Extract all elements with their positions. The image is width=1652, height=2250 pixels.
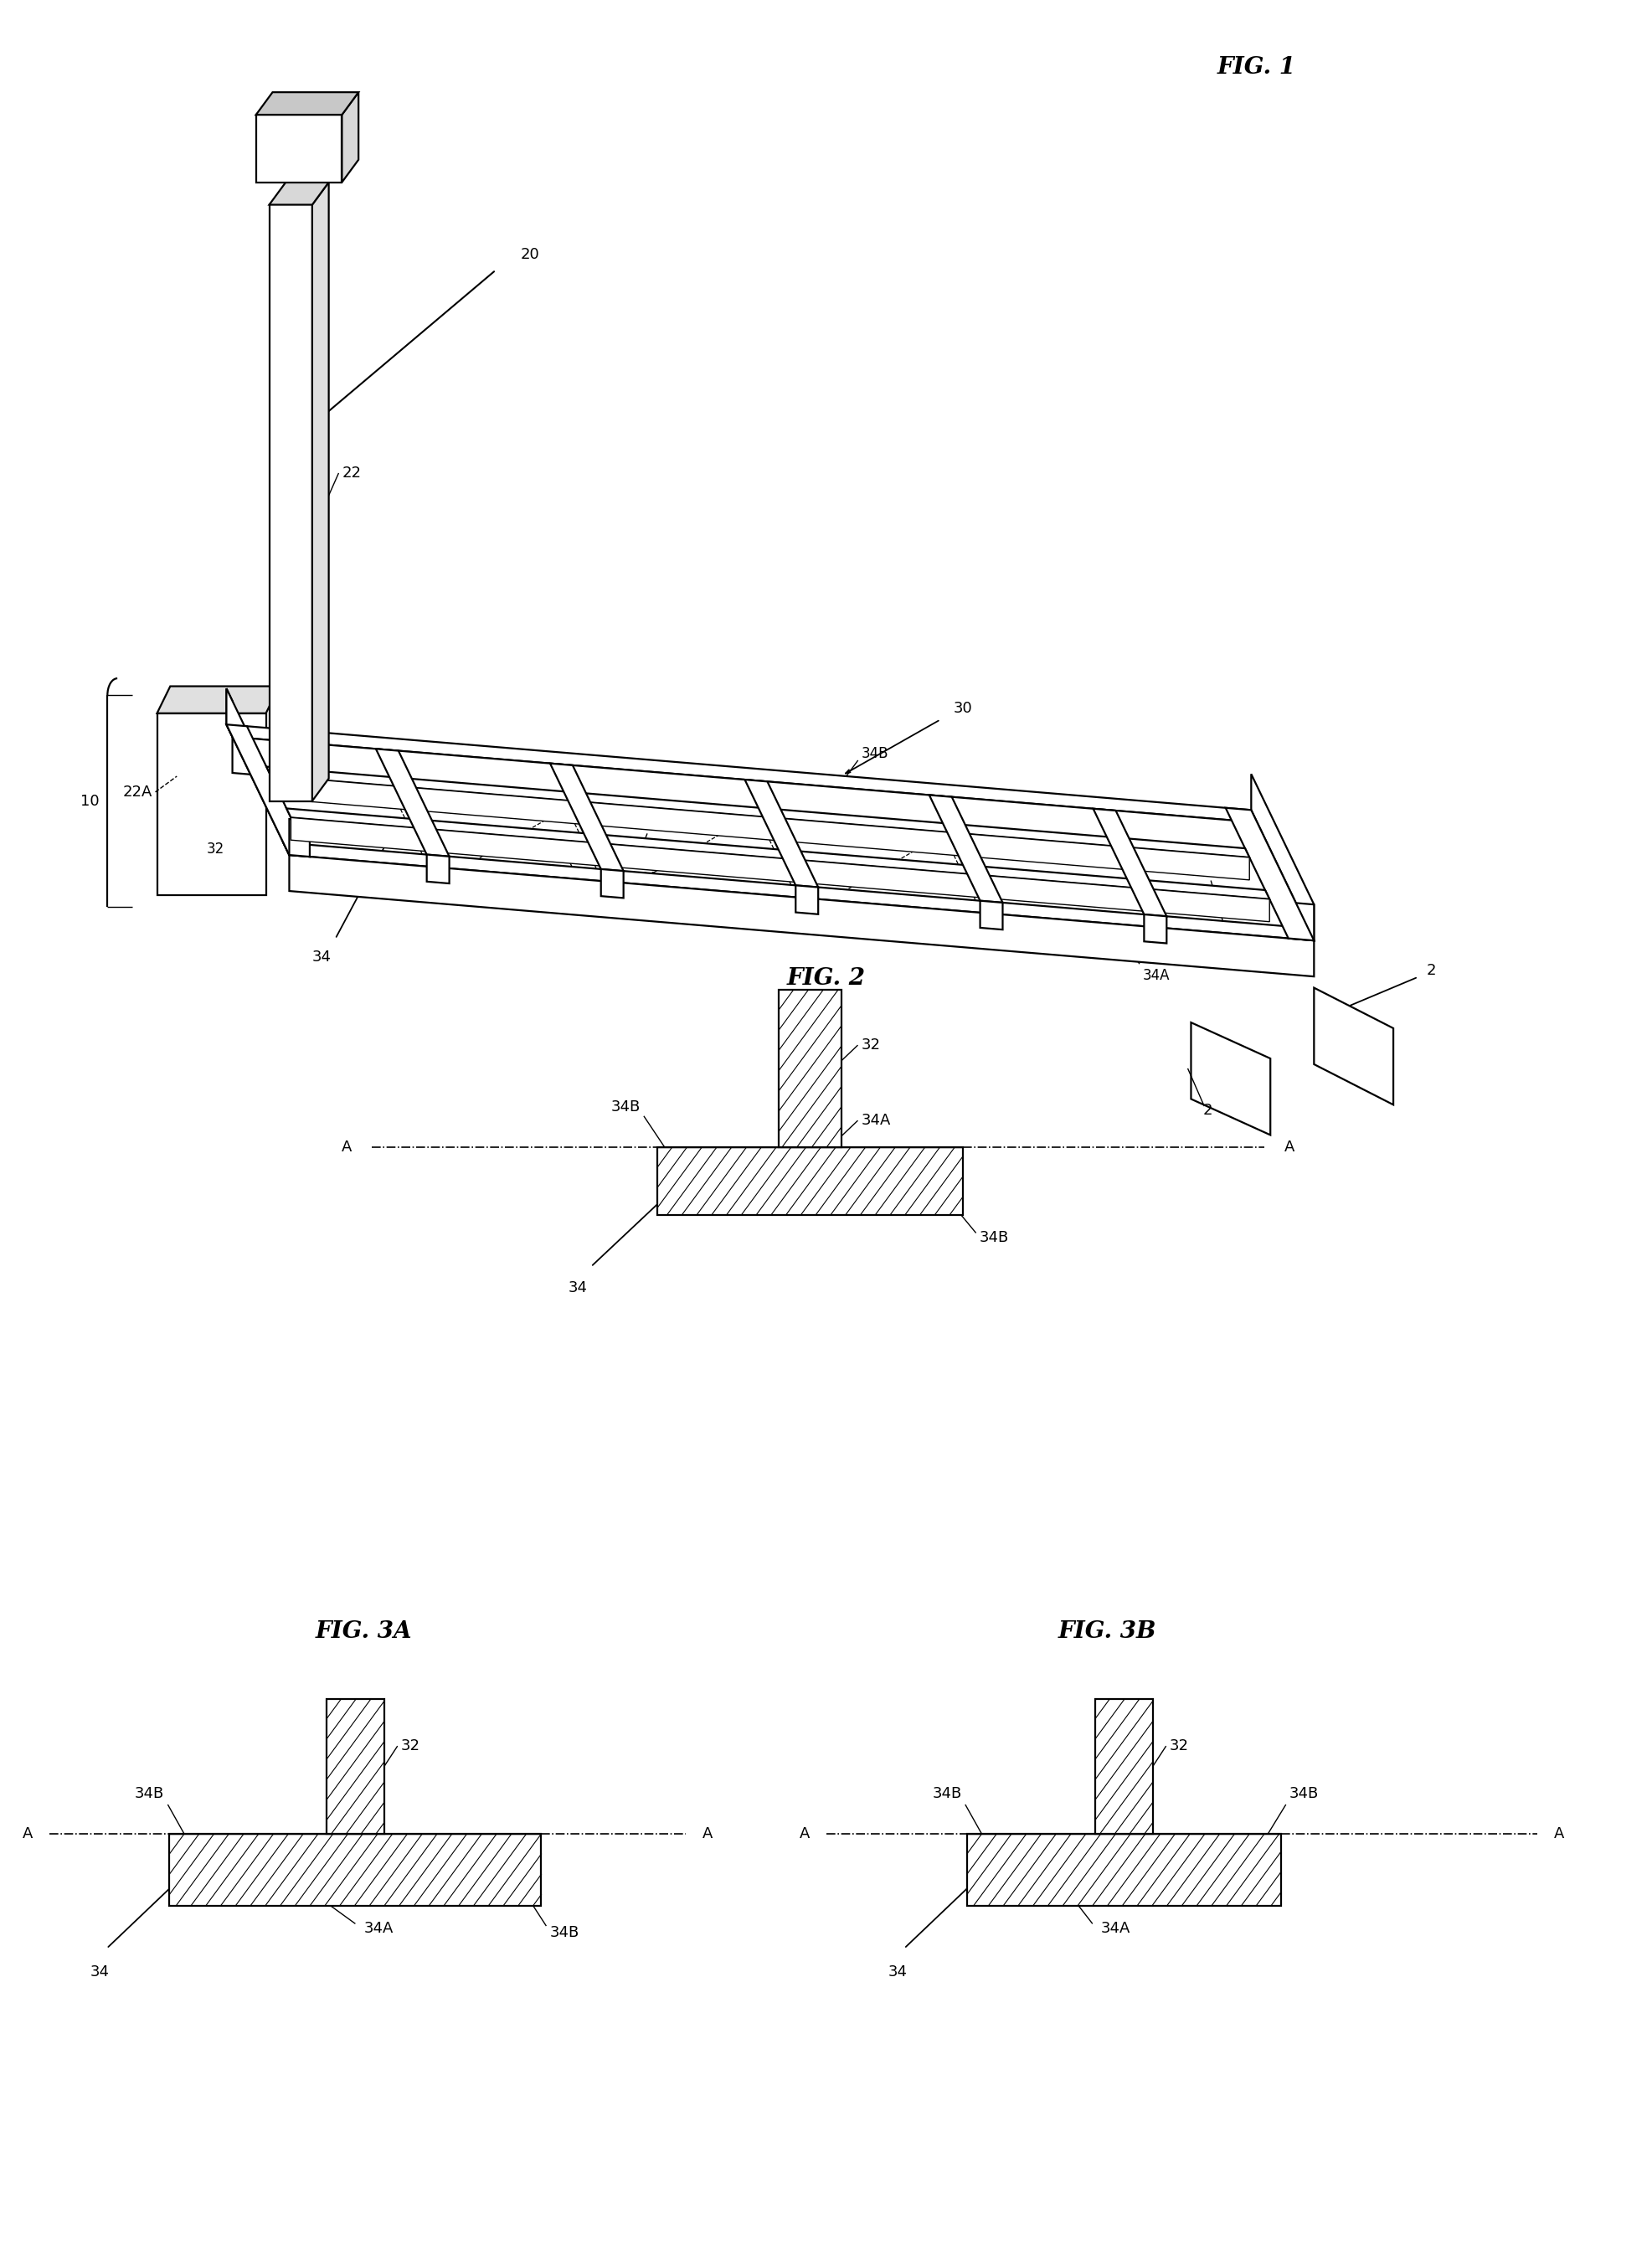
Polygon shape — [656, 1148, 961, 1215]
Polygon shape — [226, 688, 233, 738]
Text: A: A — [23, 1827, 33, 1840]
Text: FIG. 2: FIG. 2 — [786, 968, 866, 990]
Polygon shape — [256, 115, 342, 182]
Polygon shape — [980, 900, 1003, 929]
Text: 10: 10 — [81, 794, 99, 808]
Text: 34: 34 — [91, 1964, 109, 1980]
Polygon shape — [157, 686, 279, 713]
Text: A: A — [702, 1827, 712, 1840]
Text: 34: 34 — [887, 1964, 907, 1980]
Text: A: A — [342, 1141, 352, 1154]
Text: A: A — [800, 1827, 809, 1840]
Polygon shape — [601, 868, 623, 898]
Polygon shape — [226, 724, 309, 857]
Polygon shape — [271, 776, 1249, 880]
Text: 34A: 34A — [1142, 968, 1170, 983]
Polygon shape — [312, 182, 329, 801]
Polygon shape — [282, 805, 289, 855]
Text: 34B: 34B — [611, 1100, 639, 1114]
Polygon shape — [226, 688, 289, 855]
Text: 32: 32 — [206, 842, 225, 857]
Polygon shape — [269, 205, 312, 801]
Polygon shape — [157, 713, 266, 895]
Text: 34A: 34A — [1100, 1921, 1130, 1935]
Polygon shape — [169, 1834, 540, 1906]
Text: 2: 2 — [1426, 963, 1436, 979]
Polygon shape — [286, 808, 1269, 900]
Text: 34A: 34A — [363, 1921, 393, 1935]
Polygon shape — [1251, 774, 1313, 940]
Text: 34A: 34A — [861, 1114, 890, 1127]
Text: A: A — [1553, 1827, 1563, 1840]
Polygon shape — [266, 767, 1249, 857]
Polygon shape — [282, 842, 1313, 940]
Text: 30: 30 — [953, 700, 973, 716]
Polygon shape — [1095, 1699, 1153, 1834]
Text: 32: 32 — [861, 1037, 881, 1053]
Polygon shape — [966, 1834, 1280, 1906]
Text: 34B: 34B — [861, 747, 889, 761]
Polygon shape — [1092, 808, 1166, 916]
Text: A: A — [1284, 1141, 1294, 1154]
Polygon shape — [778, 990, 841, 1147]
Text: 2: 2 — [1203, 1102, 1213, 1118]
Text: 34B: 34B — [588, 896, 615, 911]
Text: 22: 22 — [342, 466, 362, 481]
Text: 20: 20 — [520, 247, 540, 261]
Polygon shape — [256, 92, 358, 115]
Polygon shape — [1143, 914, 1166, 943]
Text: 32: 32 — [401, 1739, 420, 1753]
Text: FIG. 3A: FIG. 3A — [316, 1620, 411, 1642]
Polygon shape — [426, 855, 449, 884]
Polygon shape — [1191, 1022, 1270, 1134]
Text: 34B: 34B — [548, 1926, 578, 1939]
Text: 34B: 34B — [1289, 1786, 1318, 1800]
Polygon shape — [289, 819, 309, 857]
Polygon shape — [233, 738, 1257, 859]
Polygon shape — [550, 763, 623, 871]
Polygon shape — [289, 855, 1313, 976]
Text: 34A: 34A — [1227, 929, 1254, 945]
Polygon shape — [325, 1699, 383, 1834]
Polygon shape — [928, 794, 1003, 902]
Polygon shape — [795, 884, 818, 914]
Text: 34A: 34A — [631, 871, 657, 886]
Text: FIG. 1: FIG. 1 — [1216, 56, 1295, 79]
Text: 34B: 34B — [135, 1786, 164, 1800]
Polygon shape — [375, 749, 449, 857]
Polygon shape — [342, 92, 358, 182]
Polygon shape — [1313, 988, 1393, 1105]
Polygon shape — [1226, 808, 1313, 940]
Text: 34B: 34B — [932, 1786, 961, 1800]
Text: 34B: 34B — [978, 1231, 1008, 1244]
Polygon shape — [291, 817, 1269, 922]
Polygon shape — [269, 182, 329, 205]
Text: 22A: 22A — [122, 785, 152, 799]
Text: 34: 34 — [312, 949, 332, 965]
Text: 32: 32 — [1170, 1739, 1188, 1753]
Text: FIG. 3B: FIG. 3B — [1057, 1620, 1156, 1642]
Polygon shape — [1289, 902, 1313, 940]
Text: 34: 34 — [568, 1280, 586, 1296]
Polygon shape — [226, 724, 1257, 824]
Polygon shape — [745, 781, 818, 886]
